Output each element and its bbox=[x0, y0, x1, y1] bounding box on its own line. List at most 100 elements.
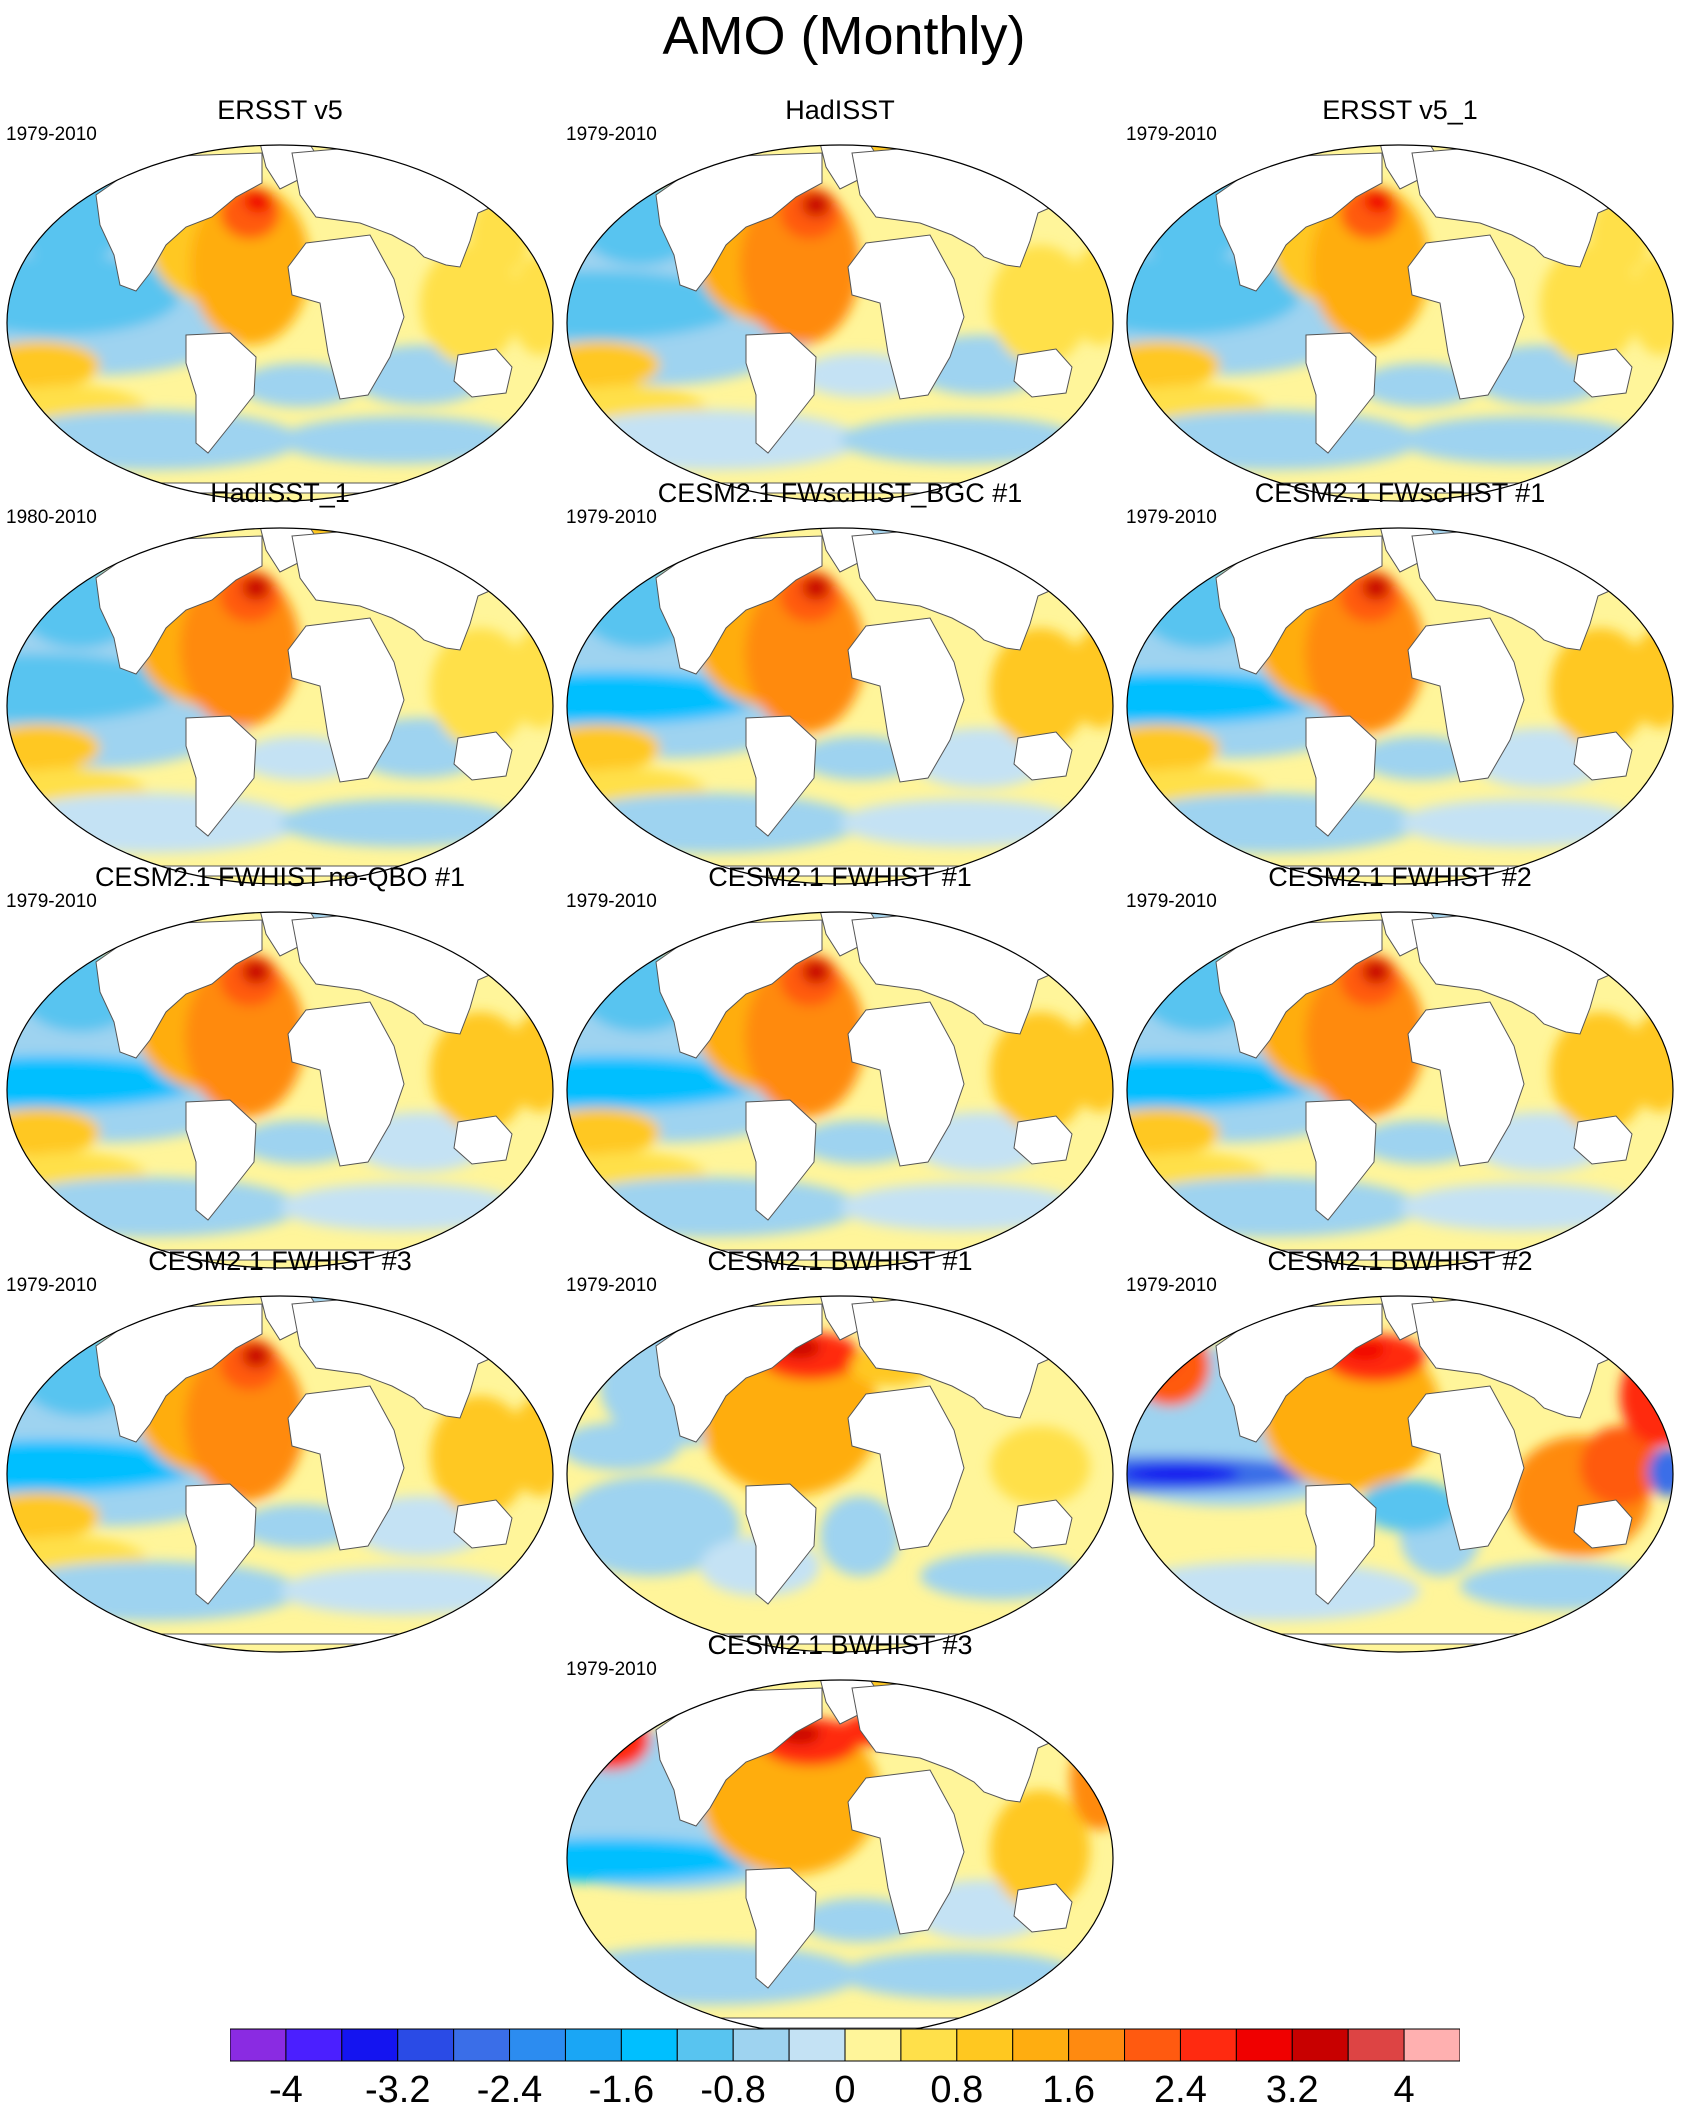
land-africa bbox=[847, 1385, 965, 1551]
anomaly-region bbox=[1540, 245, 1640, 365]
anomaly-region bbox=[190, 185, 310, 345]
anomaly-region bbox=[745, 573, 865, 733]
land-namerica bbox=[655, 535, 823, 675]
anomaly-region bbox=[1070, 628, 1113, 728]
land-australia bbox=[453, 731, 513, 781]
anomaly-region bbox=[430, 1396, 530, 1516]
anomaly-region bbox=[280, 799, 520, 847]
panel-title: CESM2.1 BWHIST #3 bbox=[707, 1630, 973, 1660]
anomaly-region bbox=[567, 1422, 680, 1470]
panel-period: 1979-2010 bbox=[6, 124, 97, 145]
anomaly-region bbox=[1070, 245, 1113, 345]
land-africa bbox=[287, 1001, 405, 1167]
colorbar-bin bbox=[1068, 2028, 1126, 2062]
anomaly-region bbox=[840, 1183, 1080, 1231]
land-africa bbox=[847, 617, 965, 783]
panel-title: CESM2.1 FWHIST #1 bbox=[708, 862, 972, 892]
anomaly-region bbox=[840, 416, 1080, 464]
anomaly-region bbox=[820, 1496, 900, 1576]
panel-period: 1979-2010 bbox=[6, 891, 97, 912]
land-africa bbox=[287, 617, 405, 783]
anomaly-region bbox=[1127, 672, 1320, 724]
land-antarctica bbox=[679, 2017, 1001, 2029]
anomaly-region bbox=[280, 1567, 520, 1615]
colorbar-tick-label: 0 bbox=[834, 2069, 856, 2111]
anomaly-region bbox=[800, 1120, 920, 1164]
land-australia bbox=[453, 348, 513, 398]
anomaly-region bbox=[242, 960, 270, 984]
map-panel: CESM2.1 FWHIST no-QBO #1 1979-2010 bbox=[0, 862, 560, 1269]
colorbar-bin bbox=[956, 2028, 1014, 2062]
anomaly-region bbox=[1580, 1426, 1660, 1506]
anomaly-region bbox=[1305, 573, 1425, 733]
world-map bbox=[6, 911, 554, 1269]
world-map bbox=[1126, 144, 1674, 502]
anomaly-region bbox=[800, 353, 920, 397]
anomaly-region bbox=[510, 255, 553, 355]
anomaly-region bbox=[567, 271, 740, 339]
panel-title: CESM2.1 FWHIST no-QBO #1 bbox=[94, 862, 466, 892]
colorbar-bin bbox=[1179, 2028, 1237, 2062]
colorbar-bin bbox=[509, 2028, 566, 2062]
map-panel: CESM2.1 BWHIST #2 1979-2010 bbox=[1120, 1246, 1680, 1653]
panel-title: CESM2.1 FWscHIST_BGC #1 bbox=[657, 478, 1023, 508]
colorbar-tick-label: -2.4 bbox=[476, 2069, 543, 2111]
anomaly-region bbox=[1630, 628, 1673, 728]
land-australia bbox=[1013, 1115, 1073, 1165]
map-border bbox=[1126, 144, 1674, 502]
colorbar-bin bbox=[1012, 2028, 1070, 2062]
colorbar-bin bbox=[620, 2028, 678, 2062]
colorbar-tick-label: 4 bbox=[1393, 2069, 1415, 2111]
anomaly-region bbox=[7, 793, 300, 853]
land-australia bbox=[1013, 348, 1073, 398]
map-border bbox=[6, 144, 554, 502]
anomaly-region bbox=[990, 1426, 1090, 1506]
world-map bbox=[1126, 527, 1674, 885]
world-map bbox=[566, 911, 1114, 1269]
world-map bbox=[6, 527, 554, 885]
anomaly-region bbox=[1127, 793, 1420, 853]
world-map bbox=[6, 144, 554, 502]
anomaly-region bbox=[430, 628, 530, 748]
anomaly-region bbox=[1362, 960, 1390, 984]
colorbar-bin bbox=[1403, 2028, 1460, 2062]
anomaly-region bbox=[7, 654, 180, 722]
map-panel: ERSST v5 1979-2010 bbox=[0, 95, 560, 502]
anomaly-region bbox=[1127, 1561, 1420, 1621]
panel-period: 1979-2010 bbox=[566, 124, 657, 145]
land-samerica bbox=[745, 1483, 817, 1605]
land-australia bbox=[1573, 1115, 1633, 1165]
land-namerica bbox=[1215, 1303, 1383, 1443]
anomaly-region bbox=[1127, 1177, 1420, 1237]
land-australia bbox=[1013, 1499, 1073, 1549]
anomaly-region bbox=[990, 1012, 1090, 1132]
anomaly-region bbox=[430, 1012, 530, 1132]
anomaly-region bbox=[185, 1341, 305, 1501]
colorbar-tick-label: -0.8 bbox=[700, 2069, 766, 2111]
land-africa bbox=[847, 1001, 965, 1167]
panel-title: CESM2.1 BWHIST #1 bbox=[707, 1246, 973, 1276]
map-panel: CESM2.1 FWscHIST #1 1979-2010 bbox=[1120, 478, 1680, 885]
anomaly-region bbox=[1550, 628, 1650, 748]
anomaly-region bbox=[242, 576, 270, 600]
colorbar-bin bbox=[676, 2028, 734, 2062]
land-namerica bbox=[655, 152, 823, 292]
colorbar-bin bbox=[230, 2028, 287, 2062]
anomaly-region bbox=[244, 189, 272, 213]
panel-title: CESM2.1 FWHIST #2 bbox=[1268, 862, 1532, 892]
figure-title: AMO (Monthly) bbox=[662, 6, 1026, 66]
land-australia bbox=[1573, 1499, 1633, 1549]
panel-period: 1979-2010 bbox=[6, 1275, 97, 1296]
anomaly-region bbox=[920, 1552, 1080, 1600]
colorbar-bin bbox=[844, 2028, 902, 2062]
panel-period: 1979-2010 bbox=[566, 1659, 657, 1680]
map-border bbox=[566, 911, 1114, 1269]
colorbar-tick-label: 1.6 bbox=[1042, 2069, 1096, 2111]
anomaly-region bbox=[567, 1177, 860, 1237]
panel-period: 1979-2010 bbox=[1126, 1275, 1217, 1296]
anomaly-region bbox=[1064, 1328, 1096, 1348]
anomaly-region bbox=[510, 628, 553, 728]
colorbar-bin bbox=[453, 2028, 511, 2062]
anomaly-region bbox=[240, 1120, 360, 1164]
anomaly-region bbox=[1070, 1012, 1113, 1112]
